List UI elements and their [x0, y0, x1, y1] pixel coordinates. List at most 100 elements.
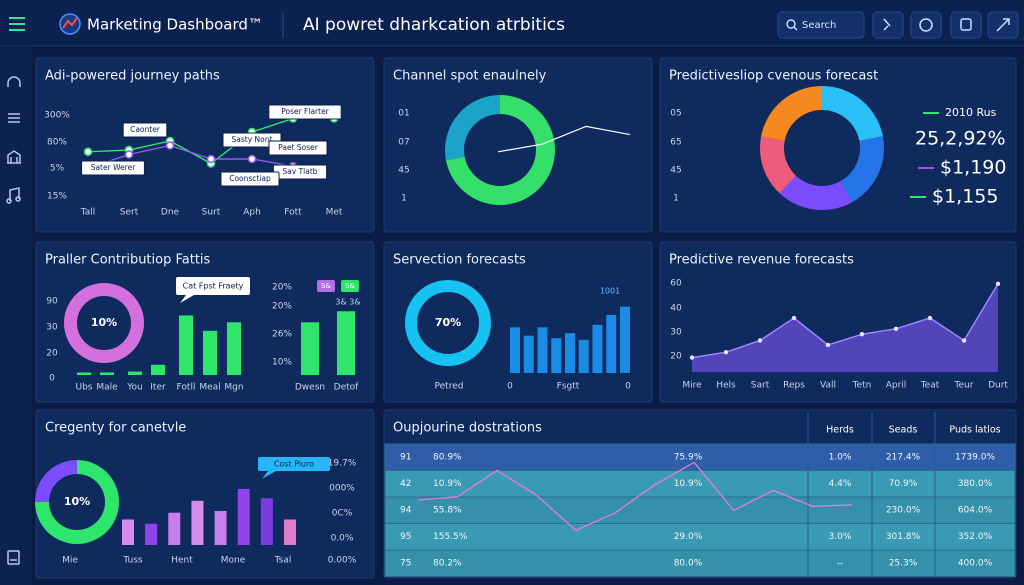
data-point — [893, 326, 899, 331]
callout-tail — [262, 471, 276, 479]
area-fill — [692, 283, 998, 372]
path-node — [247, 154, 257, 164]
y-axis-label: 26% — [272, 330, 292, 340]
bar — [337, 311, 355, 375]
ring-label: 10% — [91, 316, 117, 329]
column-header: Seads — [889, 425, 918, 436]
donut-segment — [759, 136, 796, 194]
bar — [260, 498, 273, 545]
bar — [523, 335, 534, 373]
toolbar-button[interactable] — [872, 11, 904, 39]
y-axis-label: 01 — [398, 109, 409, 119]
annotation-box — [222, 132, 282, 148]
progress-ring — [405, 280, 491, 366]
header-title: AI powret dharkcation atrbitics — [303, 15, 565, 35]
x-axis-label: You — [126, 383, 143, 393]
nav-icon[interactable] — [7, 76, 21, 87]
nav-icon[interactable] — [8, 113, 20, 123]
x-axis-label: Teat — [920, 381, 940, 391]
peak-label: 1001 — [600, 287, 620, 296]
path-node — [206, 154, 216, 164]
nav-icon[interactable] — [6, 187, 21, 204]
x-axis-label: 0 — [507, 382, 513, 392]
x-axis-label: Surt — [202, 208, 221, 218]
y-axis-label: 1 — [673, 194, 679, 204]
x-axis-label: Reps — [783, 381, 805, 391]
panel-title: Servection forecasts — [393, 253, 526, 268]
annotation-box — [268, 140, 328, 156]
menu-button[interactable] — [9, 17, 25, 31]
x-axis-label: Iter — [150, 383, 166, 393]
area-line — [691, 283, 999, 359]
table-cell: 70.9% — [889, 479, 918, 489]
annotation-box — [81, 160, 145, 176]
x-axis-label: Detof — [334, 383, 360, 393]
donut-segment — [779, 175, 852, 210]
bar — [168, 512, 181, 545]
table-cell: -- — [837, 559, 844, 569]
x-axis-label: Mie — [62, 556, 78, 566]
table-cell: 604.0% — [958, 506, 993, 516]
annotation-text: Sav Tlatb — [282, 167, 317, 176]
table-cell: 29.0% — [674, 532, 703, 542]
toolbar-button[interactable] — [910, 11, 942, 39]
search-box[interactable]: Search — [777, 11, 865, 39]
annotation-box — [268, 104, 342, 120]
annotation-text: Coonsctiap — [229, 174, 271, 183]
bar — [151, 364, 165, 375]
callout-box — [176, 277, 250, 295]
bar — [77, 372, 91, 375]
y-axis-label: 60 — [670, 279, 682, 289]
data-point — [927, 315, 933, 321]
y-axis-label: 20 — [46, 349, 58, 359]
panel-title: Channel spot enaulnely — [393, 69, 547, 84]
path-node — [124, 150, 134, 159]
nav-icon[interactable] — [7, 150, 21, 164]
bar — [284, 519, 296, 545]
data-point — [723, 350, 729, 355]
panel-title: Cregenty for canetvle — [45, 421, 186, 436]
table-cell: 380.0% — [958, 479, 993, 489]
y-axis-label: 000% — [329, 484, 355, 494]
data-point — [689, 355, 695, 360]
annotation-box — [220, 171, 280, 187]
annotation-text: Paet Soser — [278, 143, 319, 152]
panel-title: Oupjourine dostrations — [393, 421, 542, 436]
table-cell: 400.0% — [958, 559, 993, 569]
y-axis-label: 15% — [47, 192, 67, 202]
data-point — [791, 315, 797, 321]
annotation-text: Poser Flarter — [281, 107, 329, 116]
x-axis-label: Hels — [716, 381, 736, 391]
table-cell: 80.0% — [674, 559, 703, 569]
panel-title: Adi-powered journey paths — [45, 69, 220, 84]
nav-icon[interactable] — [7, 550, 20, 565]
data-point — [961, 338, 967, 343]
table-cell: 91 — [400, 453, 411, 463]
y-axis-label: 5% — [50, 164, 65, 174]
bar — [203, 330, 217, 375]
table-cell: 10.9% — [433, 479, 462, 489]
bar — [237, 488, 250, 545]
callout-text: Cat Fpst Fraety — [183, 282, 244, 291]
legend-text: $1,190 — [940, 157, 1006, 179]
x-axis-label: Fotll — [177, 383, 196, 393]
bar — [179, 315, 193, 375]
data-point — [825, 342, 831, 348]
toolbar-button[interactable] — [950, 11, 982, 39]
donut-segment — [822, 86, 883, 141]
column-header: Puds latlos — [949, 425, 1000, 436]
logo-icon — [59, 13, 81, 35]
table-row — [384, 549, 1016, 577]
toolbar-button[interactable] — [987, 11, 1019, 39]
search-placeholder: Search — [802, 20, 836, 31]
bar — [565, 333, 575, 373]
callout-box — [258, 457, 330, 471]
series-line — [87, 144, 294, 169]
y-axis-label: 30 — [46, 323, 58, 333]
y-axis-label: 10% — [272, 358, 292, 368]
y-axis-label: 0 — [49, 374, 55, 384]
legend-swatch — [341, 280, 359, 292]
table-row — [384, 443, 1016, 471]
x-axis-label: Mgn — [224, 383, 243, 393]
